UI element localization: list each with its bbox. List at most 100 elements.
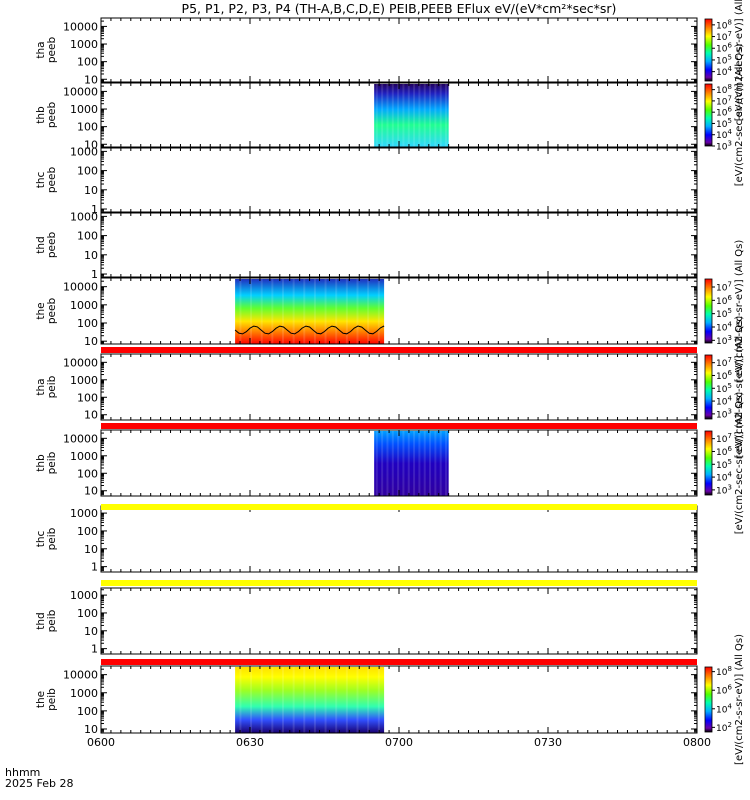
y-tick-label: 10	[84, 543, 98, 556]
colorbar-label: [eV/(cm2-s-sr-eV)] (All Qs)	[734, 634, 745, 765]
colorbar-tick-label: 108	[716, 665, 732, 678]
colorbar-tick-label: 107	[716, 432, 732, 445]
x-tick-label: 0800	[683, 736, 711, 749]
y-tick-label: 10	[84, 409, 98, 422]
colorbar-tick-label: 107	[716, 356, 732, 369]
y-tick-label: 10	[84, 335, 98, 348]
colorbar-tick-label: 105	[716, 382, 732, 395]
colorbar-tick-label: 105	[716, 53, 732, 66]
y-tick-label: 1	[91, 561, 98, 574]
panel-thc-peeb: 1 10 100 1000 thcpeeb	[35, 145, 698, 216]
panel-frame	[100, 353, 698, 421]
y-tick-label: 100	[77, 525, 98, 538]
x-tick-label: 0730	[534, 736, 562, 749]
colorbar-label: [eV/(cm2-sec-sr-eV)] (All Qs)	[734, 44, 745, 187]
y-tick-label: 100	[77, 705, 98, 718]
y-tick-label: 10	[84, 184, 98, 197]
colorbar-tick-label: 104	[716, 65, 732, 78]
y-tick-label: 100	[77, 467, 98, 480]
colorbar-tick-label: 103	[716, 334, 732, 347]
panel-ylabel: thbpeib	[35, 451, 58, 474]
colorbar-label: [eV/(cm2-sec-sr-eV)] (All Qs)	[734, 316, 745, 459]
colorbar-tick-label: 104	[716, 471, 732, 484]
colorbar-tick-label: 106	[716, 684, 732, 697]
colorbar-tick-label: 105	[716, 117, 732, 130]
colorbar-tick-label: 106	[716, 106, 732, 119]
colorbar-tick-label: 106	[716, 294, 732, 307]
y-tick-label: 10000	[63, 669, 98, 682]
colorbar-label: [eV/(cm2-sec-sr-eV)] (All Qs)	[734, 240, 745, 383]
spectrogram-block	[235, 667, 385, 733]
panel-ylabel: thapeib	[35, 375, 58, 398]
y-tick-label: 100	[77, 607, 98, 620]
panel-ylabel: thdpeib	[35, 609, 58, 632]
colorbar-tick-label: 103	[716, 140, 732, 153]
flag-bars	[101, 347, 697, 665]
x-axis: hhmm 2025 Feb 28 0600 0630 0700 0730 0800	[5, 736, 711, 790]
colorbar-label: [eV/(cm2-sec-sr-eV)] (All Qs)	[734, 0, 745, 121]
panel-frame	[100, 665, 698, 734]
y-tick-label: 1000	[70, 450, 98, 463]
y-tick-label: 10000	[63, 432, 98, 445]
panel-ylabel: thbpeeb	[35, 102, 58, 129]
y-tick-label: 1000	[70, 299, 98, 312]
y-tick-label: 10	[84, 625, 98, 638]
colorbar-tick-label: 104	[716, 128, 732, 141]
y-tick-label: 10000	[63, 281, 98, 294]
colorbar-tick-label: 107	[716, 94, 732, 107]
colorbar-strip	[704, 18, 713, 82]
potential-trace	[234, 325, 385, 335]
panel-frame	[100, 147, 698, 213]
spectrogram-block	[374, 431, 449, 496]
x-tick-label: 0700	[385, 736, 413, 749]
y-tick-label: 1	[91, 203, 98, 216]
colorbar-tick-label: 105	[716, 307, 732, 320]
y-tick-label: 1000	[70, 687, 98, 700]
x-axis-corner-label: hhmm	[5, 766, 40, 779]
y-tick-label: 1000	[70, 374, 98, 387]
colorbar: 102 104 106 108 [eV/(cm2-s-sr-eV)] (All Qs)	[704, 634, 745, 765]
y-tick-label: 100	[77, 56, 98, 69]
panel-frame	[100, 587, 698, 655]
y-tick-label: 10	[84, 249, 98, 262]
panel-frame	[100, 277, 698, 345]
y-tick-label: 10	[84, 73, 98, 86]
colorbar-tick-label: 105	[716, 458, 732, 471]
y-tick-label: 1000	[70, 210, 98, 223]
colorbar-strip	[704, 430, 713, 496]
colorbar-tick-label: 102	[716, 721, 732, 734]
panel-thc-peib: 1 10 100 1000 thcpeib	[35, 505, 698, 574]
y-tick-label: 1000	[70, 103, 98, 116]
flag-bar	[101, 423, 697, 429]
colorbar-tick-label: 104	[716, 702, 732, 715]
colorbar-tick-label: 103	[716, 407, 732, 420]
colorbar-tick-label: 106	[716, 369, 732, 382]
colorbar-strip	[704, 666, 713, 733]
panel-frame	[100, 17, 698, 83]
spectrogram-block	[235, 279, 385, 344]
y-tick-label: 100	[77, 165, 98, 178]
colorbar-label: [eV/(cm2-sec-sr-eV)] (All Qs)	[734, 392, 745, 535]
flag-bar	[101, 504, 697, 510]
y-tick-label: 10000	[63, 20, 98, 33]
panel-ylabel: thdpeeb	[35, 232, 58, 259]
panel-ylabel: thapeeb	[35, 37, 58, 64]
chart-title: P5, P1, P2, P3, P4 (TH-A,B,C,D,E) PEIB,P…	[182, 1, 617, 16]
y-tick-label: 1000	[70, 589, 98, 602]
x-tick-label: 0600	[87, 736, 115, 749]
panel-thd-peib: 1 10 100 1000 thdpeib	[35, 587, 698, 656]
y-tick-label: 10	[84, 723, 98, 736]
flag-bar	[101, 347, 697, 353]
panel-thb-peeb: 10100100010000thbpeeb103104105106107108[…	[35, 44, 745, 187]
panel-frame	[100, 505, 698, 573]
colorbar-tick-label: 103	[716, 483, 732, 496]
y-tick-label: 100	[77, 391, 98, 404]
y-tick-label: 10000	[63, 356, 98, 369]
